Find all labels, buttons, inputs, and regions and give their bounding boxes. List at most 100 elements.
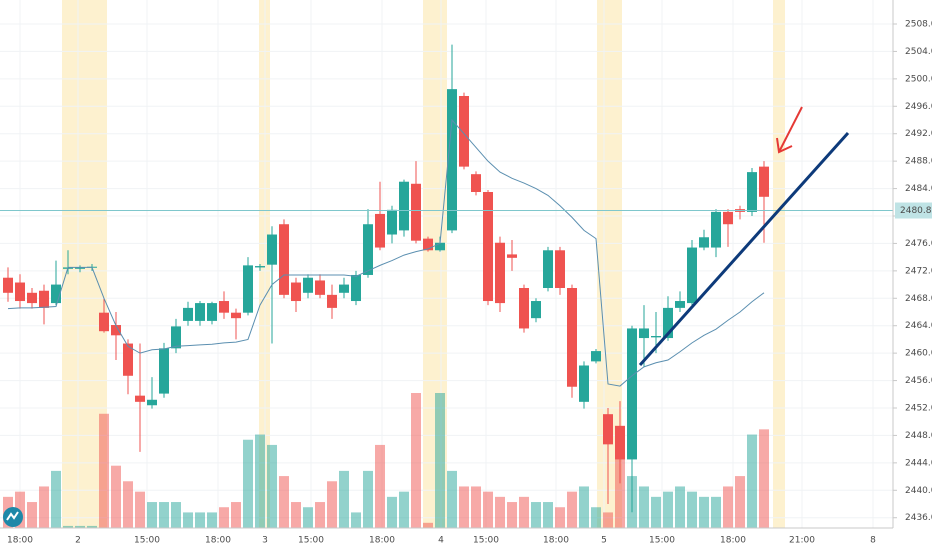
candle-body	[627, 328, 637, 460]
volume-bar	[27, 502, 37, 528]
volume-bar	[207, 512, 217, 528]
volume-bar	[219, 507, 229, 528]
volume-bar	[687, 491, 697, 528]
candle-body	[651, 336, 661, 338]
candle-body	[363, 224, 373, 275]
candle-body	[123, 343, 133, 376]
volume-bar	[195, 512, 205, 528]
volume-bar	[291, 502, 301, 528]
volume-bar	[651, 496, 661, 528]
candle-body	[531, 301, 541, 319]
x-tick-label: 18:00	[543, 536, 569, 546]
candle-body	[543, 250, 553, 288]
candle-body	[195, 303, 205, 321]
volume-bar	[603, 512, 613, 528]
volume-bar	[591, 507, 601, 528]
volume-bar	[543, 502, 553, 528]
x-tick-label: 15:00	[298, 536, 324, 546]
volume-bar	[15, 491, 25, 528]
candle-body	[387, 209, 397, 235]
volume-bar	[135, 491, 145, 528]
candle-body	[279, 224, 289, 295]
y-tick-label: 2492.00	[905, 129, 932, 139]
volume-bar	[663, 491, 673, 528]
volume-bar	[567, 491, 577, 528]
candle-body	[255, 266, 265, 268]
volume-bar	[711, 496, 721, 528]
candle-body	[555, 250, 565, 288]
volume-bar	[51, 470, 61, 528]
candle-body	[39, 290, 49, 308]
volume-bar	[759, 429, 769, 528]
volume-bar	[435, 393, 445, 528]
candle-body	[15, 282, 25, 302]
volume-bar	[99, 413, 109, 528]
moving-average-line	[7, 118, 765, 387]
volume-bar	[327, 481, 337, 528]
volume-bar	[63, 525, 73, 528]
overlays	[0, 118, 893, 387]
candle-body	[327, 294, 337, 308]
volume-bars	[3, 393, 769, 528]
y-tick-label: 2460.00	[905, 349, 932, 359]
volume-bar	[531, 502, 541, 528]
candle-body	[519, 288, 529, 329]
trend-line	[638, 131, 850, 367]
volume-bar	[675, 486, 685, 528]
y-tick-label: 2484.00	[905, 184, 932, 194]
candle-body	[687, 247, 697, 304]
y-tick-label: 2496.00	[905, 102, 932, 112]
volume-bar	[495, 496, 505, 528]
last-price-label: 2480.80	[900, 206, 932, 216]
volume-bar	[183, 512, 193, 528]
volume-bar	[615, 450, 625, 528]
y-tick-label: 2468.00	[905, 294, 932, 304]
volume-bar	[75, 525, 85, 528]
candle-body	[183, 307, 193, 321]
volume-bar	[171, 502, 181, 528]
y-tick-label: 2452.00	[905, 404, 932, 414]
candle-body	[135, 395, 145, 402]
volume-bar	[399, 491, 409, 528]
candle-body	[663, 307, 673, 339]
y-tick-label: 2504.00	[905, 47, 932, 57]
y-tick-label: 2444.00	[905, 458, 932, 468]
candle-body	[51, 284, 61, 304]
volume-bar	[471, 486, 481, 528]
candle-body	[579, 365, 589, 402]
candle-body	[159, 348, 169, 394]
x-tick-label: 3	[262, 536, 268, 546]
candle-body	[675, 301, 685, 308]
candle-body	[99, 312, 109, 332]
volume-bar	[159, 502, 169, 528]
y-tick-label: 2436.00	[905, 513, 932, 523]
arrow-head	[776, 137, 793, 154]
candle-body	[447, 89, 457, 231]
volume-bar	[303, 507, 313, 528]
candle-body	[699, 237, 709, 248]
volume-bar	[231, 502, 241, 528]
candle-body	[591, 351, 601, 362]
volume-bar	[111, 465, 121, 528]
volume-bar	[699, 496, 709, 528]
y-tick-label: 2476.00	[905, 239, 932, 249]
candle-body	[207, 303, 217, 321]
x-tick-label: 15:00	[649, 536, 675, 546]
y-tick-label: 2500.00	[905, 74, 932, 84]
volume-bar	[579, 486, 589, 528]
candle-body	[291, 282, 301, 302]
candle-body	[411, 183, 421, 241]
volume-bar	[519, 496, 529, 528]
y-tick-label: 2440.00	[905, 486, 932, 496]
candle-body	[507, 254, 517, 258]
candles	[3, 44, 769, 513]
session-band	[773, 0, 785, 528]
candle-body	[639, 328, 649, 339]
volume-bar	[411, 393, 421, 528]
volume-bar	[267, 444, 277, 528]
x-tick-label: 2	[75, 536, 81, 546]
volume-bar	[339, 470, 349, 528]
volume-bar	[507, 502, 517, 528]
volume-bar	[315, 502, 325, 528]
